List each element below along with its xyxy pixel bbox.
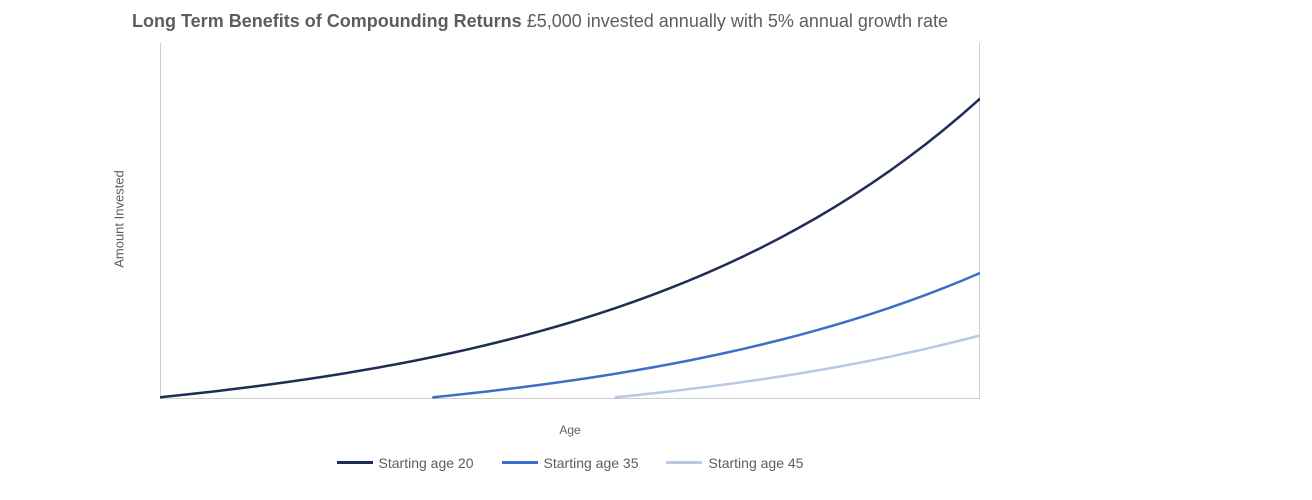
compounding-returns-chart: Long Term Benefits of Compounding Return… [40,0,1040,500]
chart-title: Long Term Benefits of Compounding Return… [40,10,1040,33]
chart-title-bold: Long Term Benefits of Compounding Return… [132,11,522,31]
legend-item: Starting age 35 [502,455,639,471]
legend-item: Starting age 20 [337,455,474,471]
legend-label: Starting age 35 [544,455,639,471]
legend-label: Starting age 20 [379,455,474,471]
legend-item: Starting age 45 [666,455,803,471]
series-line [433,273,980,397]
plot-area: Amount Invested 0200,000400,000600,00080… [160,39,980,399]
y-axis-label: Amount Invested [111,171,126,269]
series-line [616,336,980,398]
legend-swatch [337,461,373,464]
series-line [160,99,980,397]
legend-swatch [502,461,538,464]
legend-label: Starting age 45 [708,455,803,471]
x-axis-label: Age [160,423,980,437]
legend: Starting age 20 Starting age 35 Starting a… [160,451,980,471]
legend-swatch [666,461,702,464]
chart-title-light: £5,000 invested annually with 5% annual … [522,11,948,31]
plot-svg: 0200,000400,000600,000800,0001,000,00020… [160,39,980,399]
